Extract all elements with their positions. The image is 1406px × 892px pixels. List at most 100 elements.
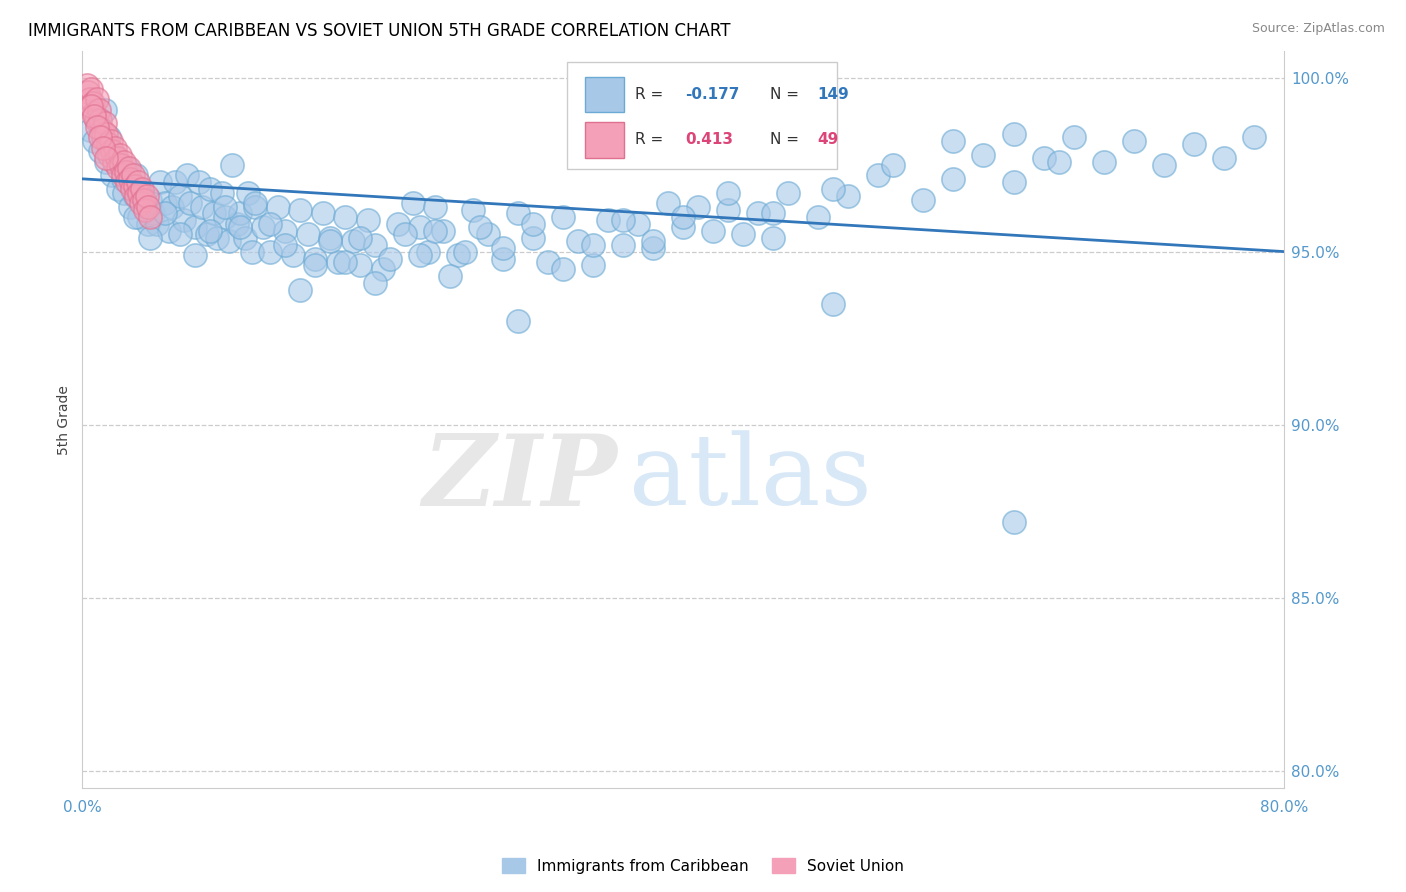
Point [259,217,281,231]
Point [402,196,425,211]
Point [349,259,371,273]
Point [702,224,724,238]
Point [101,144,124,158]
Point [104,141,127,155]
Point [432,224,454,238]
Point [567,234,589,248]
Point [83,134,105,148]
Point [1002,175,1025,189]
Point [179,196,201,211]
Point [240,244,263,259]
Point [134,200,156,214]
Point [425,200,447,214]
Point [204,206,226,220]
Point [492,241,515,255]
Point [672,220,695,235]
Point [281,248,304,262]
Point [807,210,830,224]
Point [128,186,150,200]
Point [117,161,139,176]
Point [188,175,211,189]
Point [111,169,134,183]
Point [717,186,740,200]
Point [122,169,145,183]
Point [195,227,218,242]
Point [333,210,356,224]
Point [942,134,965,148]
Point [492,252,515,266]
Point [409,248,432,262]
Point [506,314,529,328]
Point [91,130,114,145]
Point [477,227,499,242]
Point [387,217,409,231]
Point [165,175,187,189]
Point [83,106,105,120]
Point [522,231,544,245]
Point [221,158,243,172]
Point [304,259,326,273]
Point [288,283,311,297]
Point [184,248,207,262]
Point [972,147,994,161]
Point [882,158,904,172]
Point [612,213,634,227]
Point [342,234,364,248]
Y-axis label: 5th Grade: 5th Grade [58,384,72,455]
Point [134,202,156,217]
Point [157,224,180,238]
Point [364,237,387,252]
Point [778,186,800,200]
Text: 49: 49 [818,132,839,147]
Point [124,189,146,203]
Point [82,95,104,110]
Point [380,252,402,266]
Point [198,182,221,196]
Point [641,234,664,248]
Point [176,169,198,183]
Point [364,276,387,290]
Point [522,217,544,231]
Point [98,147,121,161]
Point [717,202,740,217]
Point [274,224,297,238]
Point [115,165,138,179]
Point [266,200,288,214]
Point [218,234,240,248]
Point [506,206,529,220]
Point [304,252,326,266]
Point [132,193,155,207]
Text: 149: 149 [818,87,849,102]
Text: N =: N = [769,132,803,147]
Point [762,206,785,220]
Point [229,220,252,235]
Point [86,112,108,127]
Point [582,237,605,252]
Point [596,213,619,227]
Point [108,147,131,161]
Point [226,217,249,231]
Point [87,103,110,117]
Point [77,85,100,99]
FancyBboxPatch shape [567,62,837,169]
Point [124,210,146,224]
Point [96,151,118,165]
Point [89,144,111,158]
Point [394,227,416,242]
Point [117,175,139,189]
Point [146,217,169,231]
Point [153,196,176,211]
Point [657,196,679,211]
Point [461,202,484,217]
Point [191,200,214,214]
Point [138,200,160,214]
Point [551,210,574,224]
Point [326,255,349,269]
Point [1212,151,1234,165]
Text: R =: R = [636,132,668,147]
Point [131,186,153,200]
Point [1002,127,1025,141]
Point [641,241,664,255]
Point [110,158,132,172]
Point [131,182,153,196]
